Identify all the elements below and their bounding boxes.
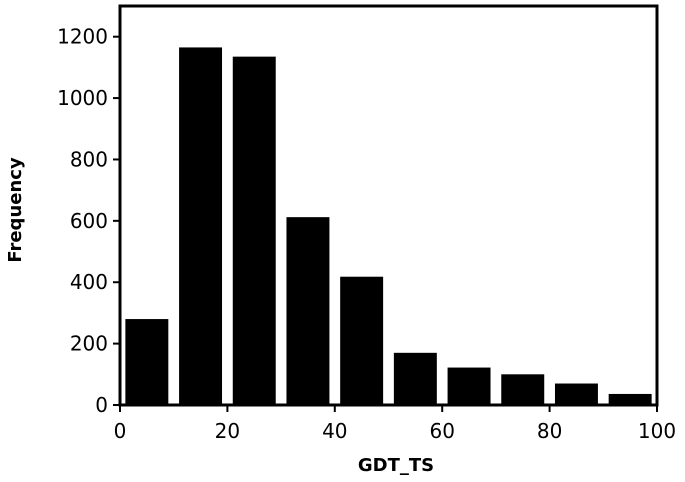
x-tick-label-4: 80 [537,419,562,443]
x-axis-label: GDT_TS [358,455,434,476]
x-tick-label-0: 0 [114,419,127,443]
bar-9 [608,393,652,405]
y-tick-label-6: 1200 [57,25,108,49]
y-tick-label-1: 200 [70,332,108,356]
y-axis-label: Frequency [5,157,26,263]
x-tick-label-3: 60 [429,419,454,443]
x-tick-label-5: 100 [638,419,676,443]
bar-0 [125,319,169,405]
plot-frame [118,4,659,407]
bar-1 [179,47,223,406]
bar-3 [286,217,330,405]
bars-group [125,47,652,406]
y-tick-label-0: 0 [95,393,108,417]
bar-4 [340,276,384,405]
bar-6 [447,367,491,405]
bar-5 [393,352,437,405]
y-tick-label-2: 400 [70,270,108,294]
bar-2 [232,56,276,405]
y-tick-label-3: 600 [70,209,108,233]
x-tick-label-2: 40 [322,419,347,443]
bar-7 [501,374,545,405]
x-tick-label-1: 20 [215,419,240,443]
y-tick-label-4: 800 [70,147,108,171]
y-tick-label-5: 1000 [57,86,108,110]
bar-8 [554,383,598,405]
